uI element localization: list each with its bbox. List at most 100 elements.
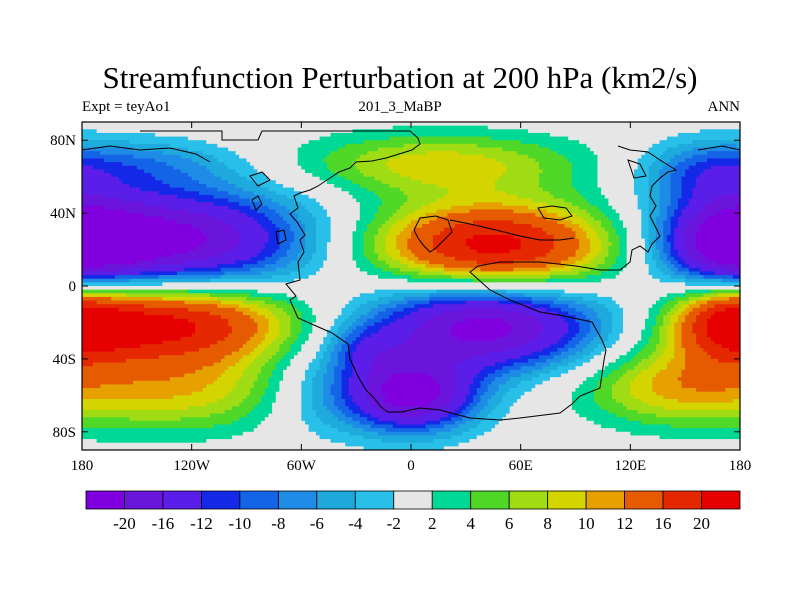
contour-cell — [666, 362, 686, 367]
contour-cell — [648, 183, 661, 189]
contour-cell — [652, 275, 672, 280]
contour-cell — [520, 242, 555, 247]
contour-cell — [432, 304, 533, 309]
contour-cell — [312, 395, 324, 400]
contour-cell — [231, 406, 255, 411]
colorbar-swatch — [431, 490, 472, 510]
contour-cell — [312, 388, 324, 393]
contour-cell — [352, 358, 376, 364]
contour-cell — [261, 369, 273, 375]
contour-cell — [180, 337, 226, 342]
contour-cell — [250, 267, 277, 273]
contour-cell — [685, 238, 697, 243]
contour-cell — [103, 169, 145, 174]
contour-cell — [688, 311, 701, 316]
contour-cell — [381, 388, 441, 393]
contour-cell — [257, 289, 376, 294]
contour-cell — [502, 202, 547, 207]
contour-cell — [454, 377, 474, 382]
contour-cell — [330, 132, 551, 138]
contour-cell — [217, 143, 302, 149]
contour-cell — [82, 224, 193, 229]
contour-cell — [403, 227, 416, 232]
contour-cell — [666, 326, 675, 331]
contour-cell — [308, 209, 328, 214]
contour-cell — [206, 183, 237, 189]
contour-cell — [82, 202, 145, 207]
contour-cell — [82, 165, 94, 170]
contour-cell — [356, 264, 376, 269]
contour-cell — [359, 169, 394, 174]
contour-cell — [334, 369, 343, 375]
contour-cell — [239, 238, 270, 243]
contour-cell — [323, 355, 332, 360]
contour-cell — [202, 242, 240, 247]
colorbar-swatch — [354, 490, 395, 510]
contour-cell — [268, 187, 295, 192]
contour-cell — [191, 391, 229, 396]
contour-cell — [348, 191, 376, 196]
contour-cell — [608, 409, 639, 415]
contour-cell — [648, 355, 661, 360]
contour-cell — [707, 256, 740, 262]
contour-cell — [268, 322, 280, 327]
contour-cell — [659, 183, 672, 189]
contour-cell — [527, 358, 547, 364]
contour-cell — [378, 406, 441, 411]
contour-cell — [663, 224, 672, 229]
contour-cell — [359, 293, 394, 298]
contour-cell — [586, 143, 653, 149]
contour-cell — [681, 151, 708, 156]
contour-cell — [173, 165, 207, 170]
contour-cell — [381, 326, 419, 331]
contour-cell — [487, 373, 503, 378]
contour-cell — [637, 340, 650, 345]
contour-cell — [279, 347, 291, 353]
contour-cell — [250, 198, 273, 203]
contour-cell — [564, 224, 580, 229]
contour-cell — [352, 340, 361, 345]
contour-cell — [655, 158, 672, 163]
contour-cell — [250, 256, 266, 262]
contour-cell — [319, 435, 365, 440]
contour-cell — [356, 337, 365, 342]
contour-cell — [96, 439, 207, 444]
contour-cell — [674, 322, 683, 327]
colorbar-label: 4 — [466, 514, 475, 533]
contour-cell — [652, 304, 664, 309]
contour-cell — [608, 238, 620, 243]
contour-cell — [162, 216, 218, 221]
contour-cell — [670, 358, 686, 364]
contour-cell — [586, 231, 599, 236]
contour-cell — [198, 191, 229, 196]
contour-cell — [644, 260, 657, 265]
contour-cell — [345, 340, 354, 345]
contour-cell — [140, 271, 178, 276]
contour-cell — [352, 231, 365, 236]
contour-cell — [348, 326, 357, 331]
contour-cell — [348, 384, 368, 389]
contour-cell — [264, 333, 280, 338]
contour-cell — [590, 249, 602, 254]
contour-cell — [217, 296, 248, 302]
contour-cell — [188, 209, 240, 214]
contour-cell — [736, 205, 740, 211]
contour-cell — [82, 373, 185, 378]
chart-title: Streamfunction Perturbation at 200 hPa (… — [102, 60, 698, 95]
contour-cell — [641, 231, 650, 236]
contour-cell — [637, 162, 653, 167]
contour-cell — [286, 194, 310, 200]
contour-cell — [703, 220, 740, 225]
contour-cell — [228, 205, 251, 211]
contour-cell — [396, 318, 427, 324]
contour-cell — [491, 428, 617, 433]
contour-cell — [619, 253, 628, 258]
contour-cell — [352, 129, 529, 134]
contour-cell — [356, 307, 372, 313]
contour-cell — [125, 358, 222, 364]
contour-cell — [707, 326, 740, 331]
contour-cell — [352, 234, 365, 240]
contour-cell — [381, 267, 401, 273]
contour-cell — [136, 165, 174, 170]
contour-cell — [242, 369, 262, 375]
